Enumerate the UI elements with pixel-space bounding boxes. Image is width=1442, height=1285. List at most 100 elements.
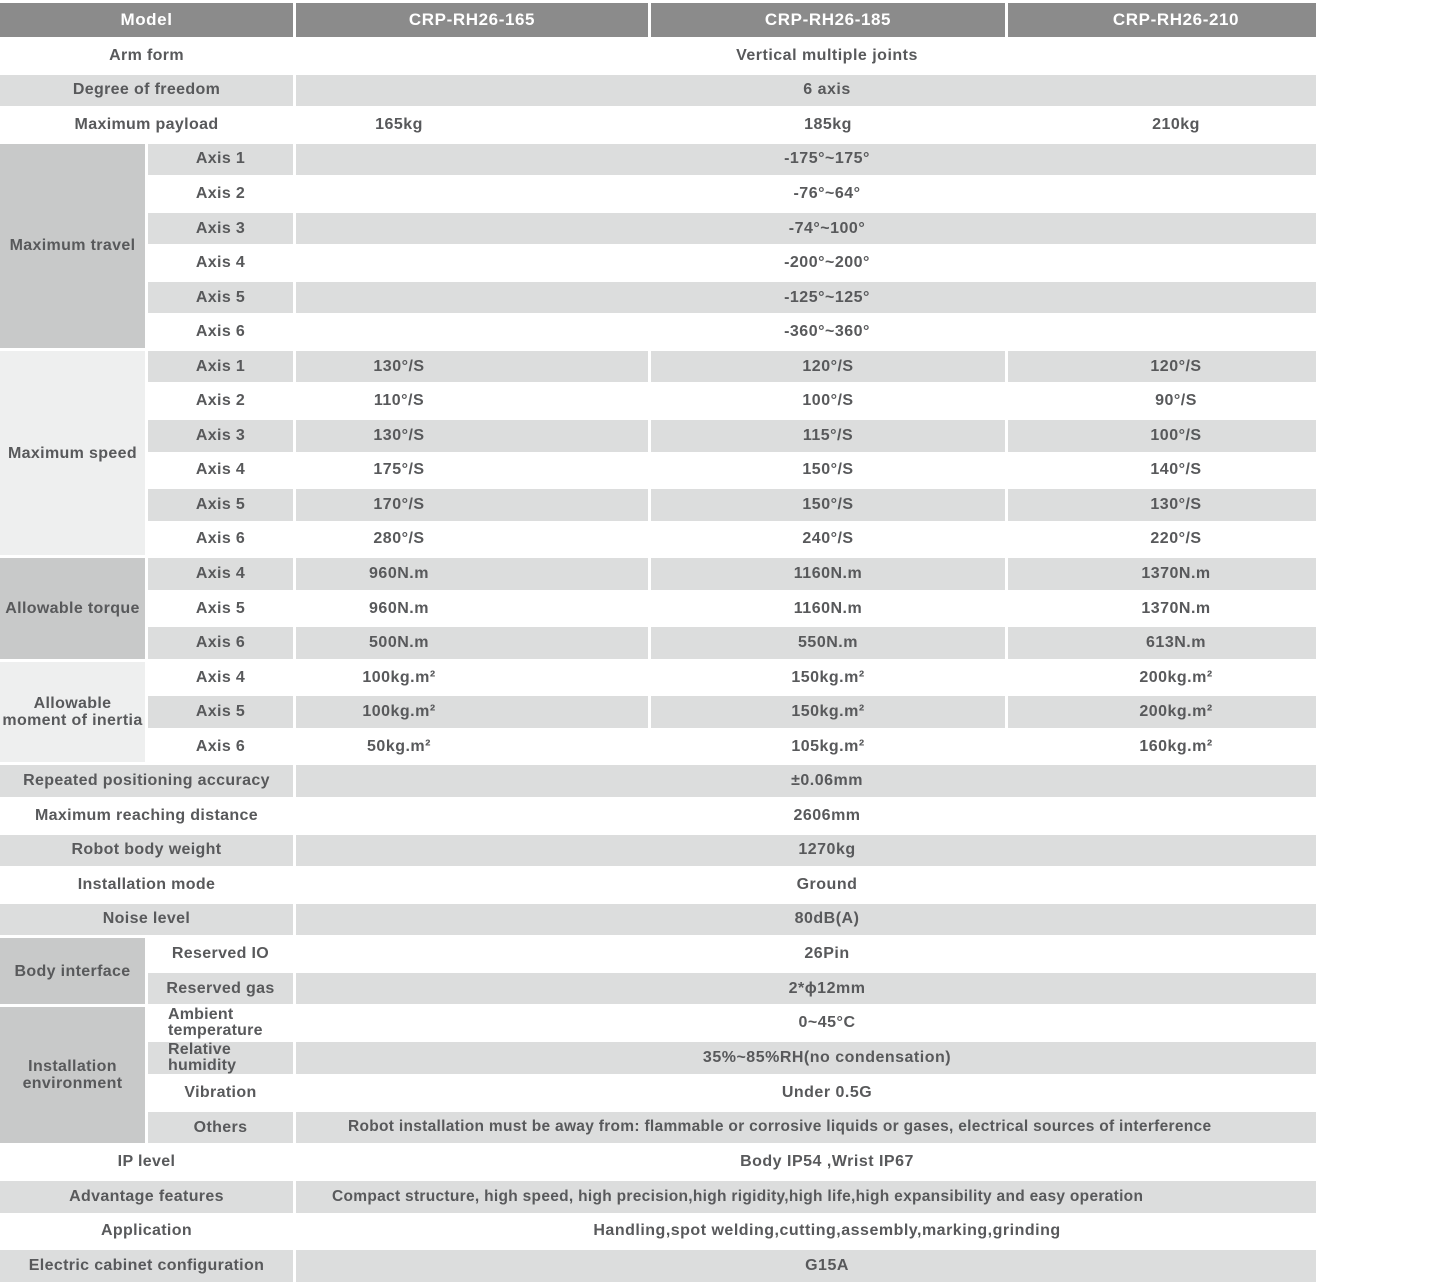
table-row: Electric cabinet configuration G15A	[0, 1250, 1316, 1282]
torque-value-210: 1370N.m	[1008, 592, 1316, 625]
table-row: Arm form Vertical multiple joints	[0, 40, 1316, 72]
inertia-value-185: 105kg.m²	[651, 730, 1005, 763]
inertia-group-label: Allowable moment of inertia	[0, 661, 145, 763]
table-row: Axis 5 170°/S 150°/S 130°/S	[0, 489, 1316, 521]
reserved-gas-value: 2*ϕ12mm	[296, 972, 1316, 1005]
table-row: Maximum reaching distance 2606mm	[0, 800, 1316, 832]
axis-label: Axis 6	[148, 523, 293, 556]
axis-label: Axis 3	[148, 212, 293, 245]
table-row: Degree of freedom 6 axis	[0, 74, 1316, 107]
axis-label: Axis 4	[148, 661, 293, 694]
speed-value-185: 240°/S	[651, 523, 1005, 556]
speed-value-210: 120°/S	[1008, 350, 1316, 383]
table-row: Robot body weight 1270kg	[0, 834, 1316, 867]
torque-group-label: Allowable torque	[0, 558, 145, 659]
torque-value-165: 960N.m	[296, 558, 648, 590]
inertia-value-210: 160kg.m²	[1008, 730, 1316, 763]
installation-mode-value: Ground	[296, 869, 1316, 901]
table-row: Maximum travel Axis 1 -175°~175°	[0, 143, 1316, 348]
vibration-value: Under 0.5G	[296, 1077, 1316, 1109]
axis-label: Axis 5	[148, 281, 293, 314]
noise-level-label: Noise level	[0, 903, 293, 936]
travel-value: -175°~175°	[296, 143, 1316, 176]
axis-label: Axis 4	[148, 247, 293, 279]
axis-label: Axis 5	[148, 592, 293, 625]
table-row: Axis 6 -360°~360°	[0, 316, 1316, 348]
torque-value-185: 1160N.m	[651, 558, 1005, 590]
speed-value-185: 150°/S	[651, 454, 1005, 487]
speed-value-165: 280°/S	[296, 523, 648, 556]
speed-value-165: 130°/S	[296, 420, 648, 452]
speed-value-210: 130°/S	[1008, 489, 1316, 521]
model-column-header-185: CRP-RH26-185	[651, 3, 1005, 37]
cabinet-configuration-label: Electric cabinet configuration	[0, 1250, 293, 1282]
table-row: IP level Body IP54 ,Wrist IP67	[0, 1146, 1316, 1178]
ip-level-label: IP level	[0, 1146, 293, 1178]
model-header-cell: Model	[0, 3, 293, 37]
relative-humidity-value: 35%~85%RH(no condensation)	[296, 1042, 1316, 1075]
degree-of-freedom-label: Degree of freedom	[0, 74, 293, 107]
arm-form-label: Arm form	[0, 40, 293, 72]
table-row: Axis 4 175°/S 150°/S 140°/S	[0, 454, 1316, 487]
max-payload-value-210: 210kg	[1008, 109, 1316, 141]
body-weight-value: 1270kg	[296, 834, 1316, 867]
torque-value-185: 1160N.m	[651, 592, 1005, 625]
max-travel-group-label: Maximum travel	[0, 143, 145, 348]
reach-value: 2606mm	[296, 800, 1316, 832]
axis-label: Axis 4	[148, 558, 293, 590]
axis-label: Axis 4	[148, 454, 293, 487]
body-interface-group-label: Body interface	[0, 938, 145, 1005]
table-header-row: Model CRP-RH26-165 CRP-RH26-185 CRP-RH26…	[0, 3, 1316, 37]
travel-value: -125°~125°	[296, 281, 1316, 314]
max-payload-value-165: 165kg	[296, 109, 648, 141]
speed-value-165: 130°/S	[296, 350, 648, 383]
torque-value-185: 550N.m	[651, 627, 1005, 659]
axis-label: Axis 1	[148, 350, 293, 383]
table-row: Axis 6 500N.m 550N.m 613N.m	[0, 627, 1316, 659]
table-row: Repeated positioning accuracy ±0.06mm	[0, 765, 1316, 798]
application-label: Application	[0, 1215, 293, 1248]
relative-humidity-label: Relative humidity	[148, 1042, 293, 1075]
axis-label: Axis 5	[148, 696, 293, 728]
speed-value-185: 100°/S	[651, 385, 1005, 418]
speed-value-210: 220°/S	[1008, 523, 1316, 556]
inertia-value-185: 150kg.m²	[651, 661, 1005, 694]
table-row: Maximum payload 165kg 185kg 210kg	[0, 109, 1316, 141]
torque-value-210: 1370N.m	[1008, 558, 1316, 590]
reach-label: Maximum reaching distance	[0, 800, 293, 832]
inertia-value-165: 100kg.m²	[296, 661, 648, 694]
axis-label: Axis 2	[148, 178, 293, 210]
advantage-features-label: Advantage features	[0, 1180, 293, 1213]
travel-value: -74°~100°	[296, 212, 1316, 245]
max-payload-label: Maximum payload	[0, 109, 293, 141]
table-row: Axis 2 -76°~64°	[0, 178, 1316, 210]
speed-value-210: 140°/S	[1008, 454, 1316, 487]
torque-value-165: 500N.m	[296, 627, 648, 659]
axis-label: Axis 1	[148, 143, 293, 176]
installation-mode-label: Installation mode	[0, 869, 293, 901]
inertia-value-210: 200kg.m²	[1008, 661, 1316, 694]
table-row: Axis 4 -200°~200°	[0, 247, 1316, 279]
environment-group-label: Installation environment	[0, 1007, 145, 1144]
travel-value: -200°~200°	[296, 247, 1316, 279]
application-value: Handling,spot welding,cutting,assembly,m…	[296, 1215, 1316, 1248]
table-row: Application Handling,spot welding,cuttin…	[0, 1215, 1316, 1248]
robot-spec-table: Model CRP-RH26-165 CRP-RH26-185 CRP-RH26…	[0, 3, 1316, 1282]
table-row: Reserved gas 2*ϕ12mm	[0, 972, 1316, 1005]
speed-value-210: 90°/S	[1008, 385, 1316, 418]
degree-of-freedom-value: 6 axis	[296, 74, 1316, 107]
vibration-label: Vibration	[148, 1077, 293, 1109]
model-column-header-210: CRP-RH26-210	[1008, 3, 1316, 37]
accuracy-value: ±0.06mm	[296, 765, 1316, 798]
speed-value-165: 170°/S	[296, 489, 648, 521]
table-row: Allowable moment of inertia Axis 4 100kg…	[0, 661, 1316, 763]
axis-label: Axis 3	[148, 420, 293, 452]
inertia-value-165: 100kg.m²	[296, 696, 648, 728]
ambient-temperature-value: 0~45°C	[296, 1007, 1316, 1040]
torque-value-210: 613N.m	[1008, 627, 1316, 659]
arm-form-value: Vertical multiple joints	[296, 40, 1316, 72]
torque-value-165: 960N.m	[296, 592, 648, 625]
table-row: Others Robot installation must be away f…	[0, 1111, 1316, 1144]
table-row: Axis 3 130°/S 115°/S 100°/S	[0, 420, 1316, 452]
inertia-value-185: 150kg.m²	[651, 696, 1005, 728]
